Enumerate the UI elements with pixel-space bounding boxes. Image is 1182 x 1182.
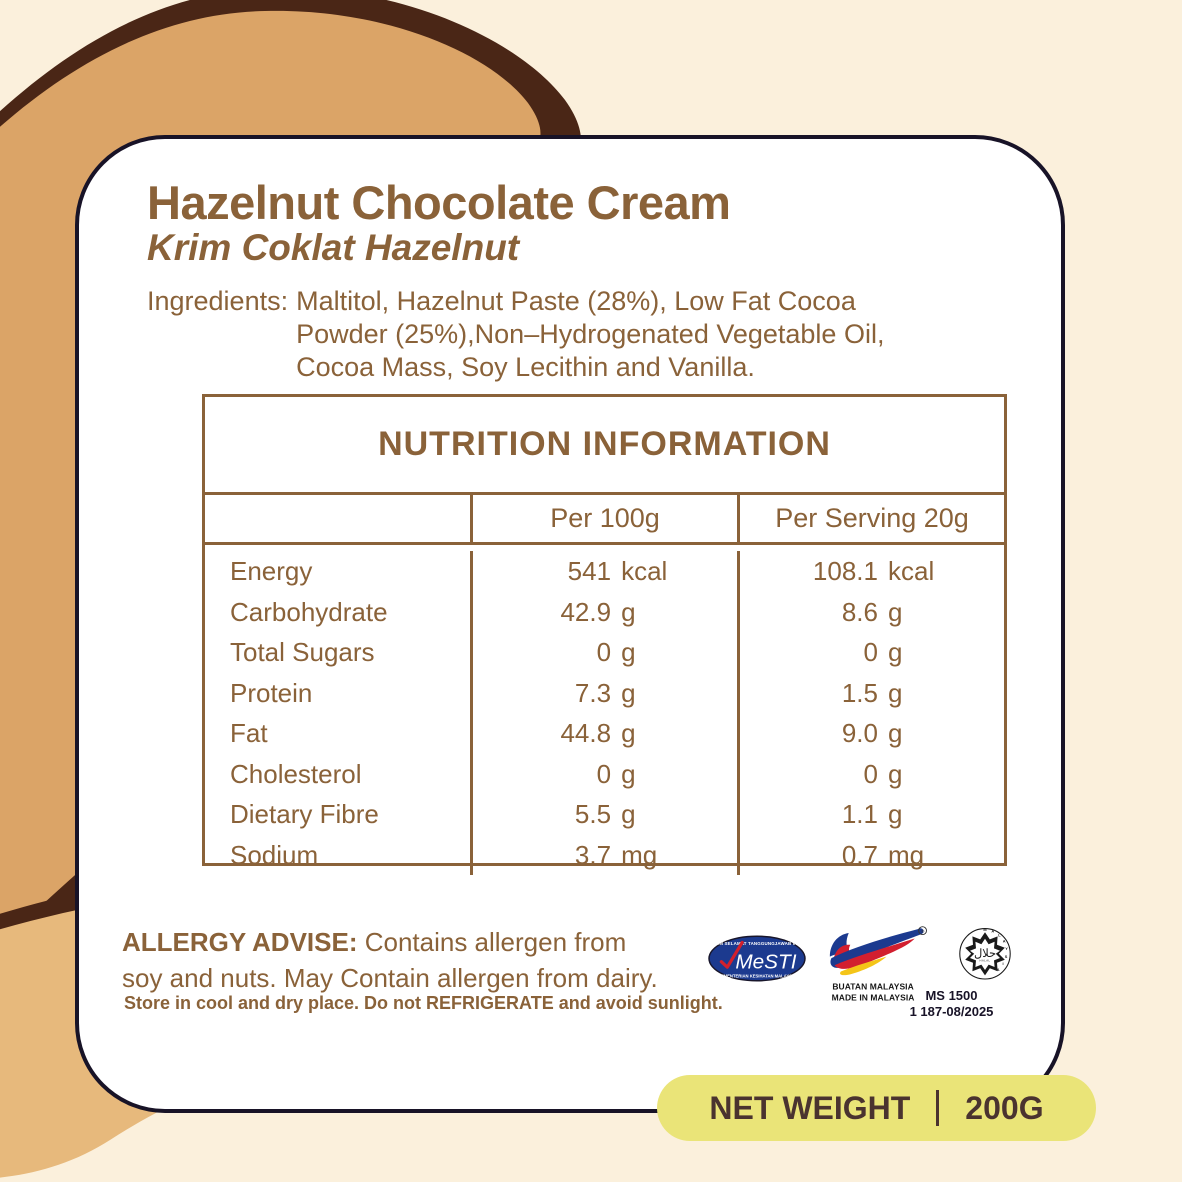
svg-text:MADE IN MALAYSIA: MADE IN MALAYSIA — [832, 993, 915, 1003]
svg-text:MeSTI: MeSTI — [735, 951, 796, 974]
svg-text:A: A — [991, 929, 994, 934]
svg-text:®: ® — [921, 928, 925, 934]
svg-text:KEMENTERIAN KESIHATAN MALAYSIA: KEMENTERIAN KESIHATAN MALAYSIA — [718, 974, 796, 979]
svg-text:M: M — [983, 927, 986, 932]
svg-text:Y: Y — [1005, 946, 1008, 951]
svg-text:L: L — [998, 932, 1001, 937]
svg-text:HALAL: HALAL — [980, 959, 991, 963]
svg-text:S: S — [1005, 954, 1008, 959]
svg-text:حلال: حلال — [974, 948, 996, 960]
svg-text:I: I — [1002, 961, 1003, 966]
svg-text:MAKANAN SELAMAT TANGGUNGJAWAB: MAKANAN SELAMAT TANGGUNGJAWAB INDUSTRI — [703, 941, 811, 946]
svg-text:A: A — [1003, 938, 1006, 943]
svg-text:BUATAN MALAYSIA: BUATAN MALAYSIA — [832, 982, 913, 992]
